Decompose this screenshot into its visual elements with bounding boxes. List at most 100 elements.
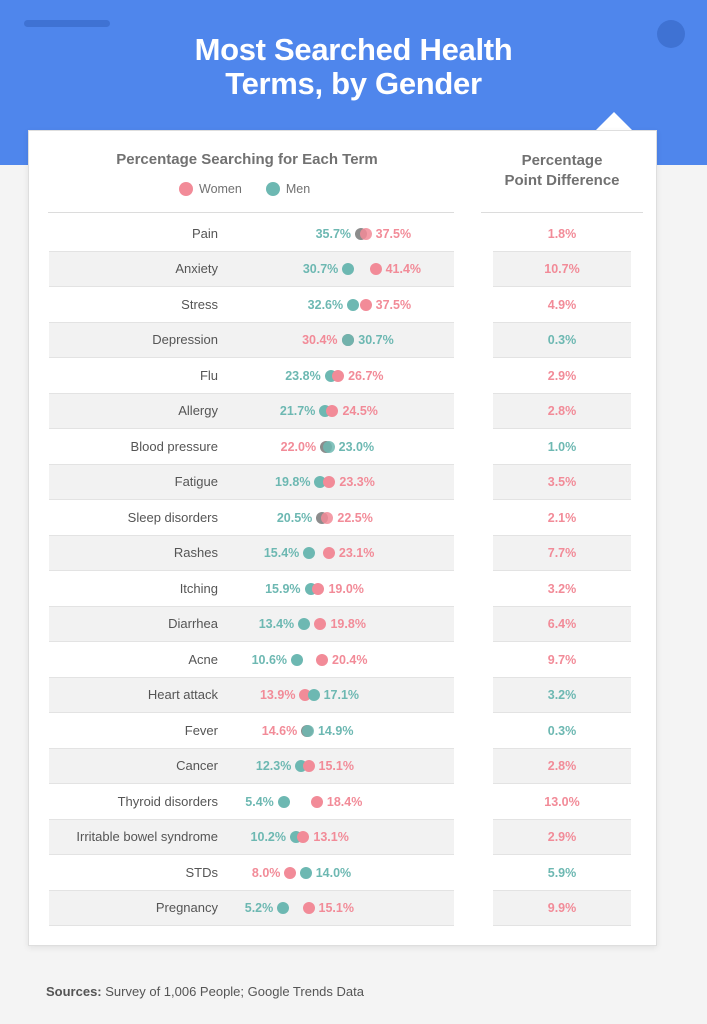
table-row-diff: [493, 784, 631, 820]
term-label: Irritable bowel syndrome: [76, 829, 218, 845]
table-row: [49, 571, 454, 607]
right-header-divider: [481, 212, 643, 213]
value-label-women: 37.5%: [375, 226, 412, 241]
value-label-women: 22.5%: [337, 510, 373, 525]
table-row-diff: [493, 642, 631, 678]
value-label-men: 23.0%: [338, 439, 375, 454]
dot-women: [359, 298, 372, 311]
term-label: Stress: [181, 296, 218, 312]
value-label-men: 35.7%: [315, 226, 352, 241]
term-label: Fever: [184, 722, 218, 738]
legend-label-women: Women: [199, 182, 242, 196]
value-label-men: 12.3%: [255, 759, 292, 774]
value-label-women: 18.4%: [326, 794, 363, 809]
value-label-men: 5.2%: [244, 901, 274, 916]
sources-label: Sources:: [46, 984, 102, 999]
table-row: [49, 677, 454, 713]
left-column-heading: Percentage Searching for Each Term: [116, 151, 378, 168]
value-label-women: 15.1%: [318, 759, 354, 774]
value-label-women: 41.4%: [385, 262, 422, 277]
value-label-women: 23.1%: [338, 546, 375, 561]
table-row-diff: [493, 713, 631, 749]
difference-value: 0.3%: [547, 333, 577, 348]
term-label: Pregnancy: [155, 900, 218, 916]
table-row-diff: [493, 819, 631, 855]
term-label: Thyroid disorders: [117, 793, 218, 809]
table-row-diff: [493, 677, 631, 713]
table-row: [49, 784, 454, 820]
value-label-women: 13.9%: [259, 688, 296, 703]
table-row: [49, 322, 454, 358]
term-label: Pain: [191, 225, 218, 241]
value-label-men: 23.8%: [285, 368, 321, 383]
table-row-diff: [493, 216, 631, 252]
value-label-women: 24.5%: [342, 404, 378, 419]
value-label-men: 20.5%: [276, 510, 313, 525]
value-label-men: 30.7%: [358, 333, 394, 348]
value-label-women: 14.6%: [261, 723, 298, 738]
right-heading-line-2: Point Difference: [504, 172, 620, 189]
term-label: Fatigue: [174, 474, 218, 490]
difference-value: 4.9%: [547, 297, 577, 312]
difference-value: 1.8%: [547, 226, 577, 241]
dot-women: [332, 369, 345, 382]
difference-value: 2.9%: [547, 830, 577, 845]
difference-value: 2.8%: [547, 759, 577, 774]
term-label: Itching: [179, 580, 218, 596]
dot-men: [303, 547, 316, 560]
value-label-women: 8.0%: [251, 865, 281, 880]
value-label-men: 17.1%: [323, 688, 360, 703]
table-row: [49, 713, 454, 749]
value-label-men: 15.9%: [265, 581, 301, 596]
dot-women: [297, 831, 310, 844]
difference-value: 10.7%: [544, 262, 580, 277]
dot-women: [310, 795, 323, 808]
table-row-diff: [493, 890, 631, 926]
term-label: Blood pressure: [130, 438, 218, 454]
dot-women: [316, 653, 329, 666]
value-label-men: 21.7%: [279, 404, 316, 419]
table-row-diff: [493, 571, 631, 607]
sources-footer: Sources: Survey of 1,006 People; Google …: [46, 984, 364, 999]
difference-value: 3.2%: [547, 581, 577, 596]
table-row: [49, 855, 454, 891]
table-row: [49, 606, 454, 642]
legend: Women Men: [179, 180, 334, 198]
table-row-diff: [493, 287, 631, 323]
term-label: Heart attack: [147, 687, 218, 703]
value-label-men: 14.0%: [315, 865, 352, 880]
value-label-women: 19.8%: [330, 617, 366, 632]
chart-title: Most Searched Health Terms, by Gender: [0, 33, 707, 101]
dot-women: [312, 582, 325, 595]
table-row-diff: [493, 322, 631, 358]
table-row: [49, 216, 454, 252]
term-label: Anxiety: [175, 261, 218, 277]
value-label-women: 26.7%: [348, 368, 384, 383]
difference-value: 13.0%: [544, 794, 580, 809]
dot-women: [323, 476, 336, 489]
value-label-men: 14.9%: [317, 723, 354, 738]
dot-women: [369, 263, 382, 276]
value-label-men: 5.4%: [245, 794, 274, 809]
term-label: Depression: [152, 332, 218, 348]
table-row-diff: [493, 748, 631, 784]
term-label: Cancer: [176, 758, 218, 774]
dot-women: [359, 227, 372, 240]
value-label-women: 23.3%: [339, 475, 375, 490]
table-row-diff: [493, 606, 631, 642]
value-label-men: 13.4%: [258, 617, 295, 632]
difference-value: 9.9%: [547, 901, 577, 916]
legend-swatch-women: [179, 182, 193, 196]
table-row-diff: [493, 464, 631, 500]
table-row: [49, 535, 454, 571]
difference-value: 9.7%: [547, 652, 577, 667]
card-notch: [596, 112, 632, 130]
dot-men: [322, 440, 335, 453]
term-label: Flu: [199, 367, 218, 383]
value-label-men: 30.7%: [302, 262, 339, 277]
dot-women: [284, 866, 297, 879]
term-label: Sleep disorders: [127, 509, 218, 525]
table-row-diff: [493, 855, 631, 891]
dot-men: [301, 724, 314, 737]
